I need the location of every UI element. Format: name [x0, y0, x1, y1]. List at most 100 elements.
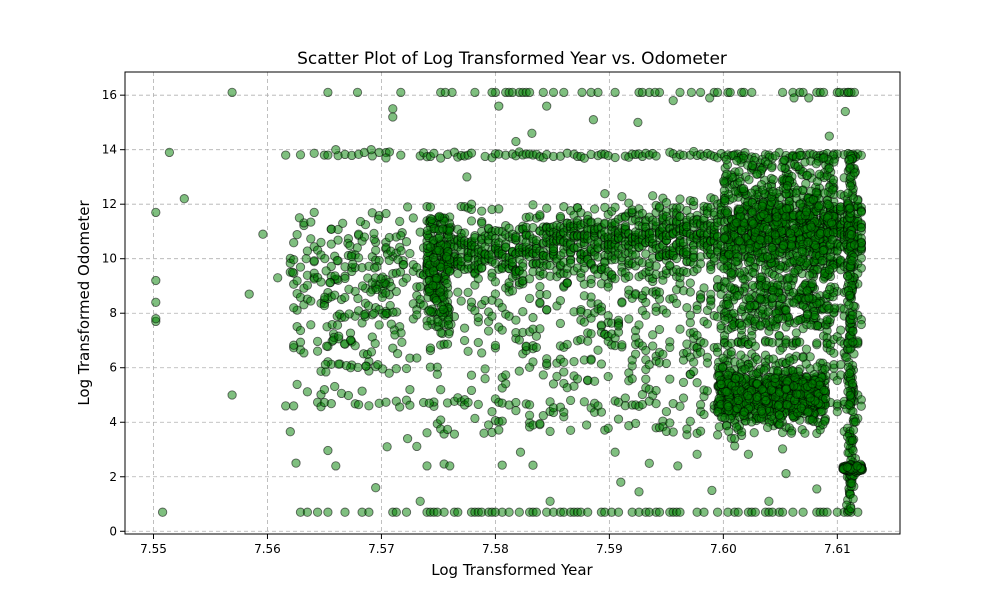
data-point [470, 413, 480, 424]
data-point [617, 191, 627, 202]
y-tick-label: 12 [102, 197, 117, 211]
data-point [845, 203, 855, 213]
data-point [545, 426, 555, 437]
data-point [692, 449, 702, 459]
data-point [151, 314, 161, 324]
data-point [333, 235, 343, 245]
data-point [610, 87, 620, 98]
data-point [725, 87, 735, 98]
data-point [723, 402, 733, 412]
data-point [438, 224, 448, 234]
data-point [453, 287, 463, 297]
data-point [819, 153, 829, 163]
data-point [705, 93, 715, 103]
data-point [596, 306, 607, 316]
data-point [824, 284, 835, 295]
data-point [501, 379, 511, 389]
data-point [504, 507, 514, 517]
data-point [565, 258, 576, 268]
data-point [524, 410, 535, 420]
data-point [369, 228, 379, 239]
data-point [321, 266, 331, 276]
data-point [675, 401, 685, 411]
data-point [856, 319, 866, 330]
data-point [289, 255, 299, 265]
data-point [685, 310, 695, 320]
data-point [343, 390, 354, 401]
data-point [801, 344, 812, 354]
data-point [477, 348, 487, 358]
data-point [332, 255, 342, 266]
data-point [559, 87, 569, 98]
data-point [750, 227, 760, 237]
data-point [820, 416, 830, 426]
data-point [661, 406, 672, 417]
data-point [819, 385, 829, 396]
data-point [699, 409, 709, 420]
x-tick-label: 7.61 [824, 542, 851, 556]
data-point [752, 169, 762, 179]
data-point [285, 427, 295, 437]
data-point [824, 131, 834, 141]
data-point [422, 428, 432, 438]
data-point [511, 397, 521, 408]
data-point [651, 398, 661, 409]
data-point [548, 379, 559, 389]
data-point [316, 277, 326, 287]
data-point [497, 416, 507, 426]
data-point [678, 393, 689, 403]
data-point [331, 145, 341, 155]
data-point [686, 87, 697, 98]
data-point [648, 191, 658, 201]
data-point [405, 248, 415, 259]
data-point [774, 410, 785, 420]
data-point [528, 460, 538, 470]
data-point [781, 468, 791, 479]
data-point [579, 397, 589, 407]
data-point [775, 345, 785, 355]
data-point [395, 402, 405, 412]
data-point [292, 229, 302, 240]
data-point [390, 330, 400, 340]
data-point [762, 252, 773, 262]
data-point [227, 390, 237, 400]
data-point [781, 305, 791, 315]
data-point [364, 401, 374, 411]
data-point [325, 278, 335, 288]
data-point [719, 233, 729, 244]
y-tick-label: 0 [109, 524, 117, 538]
data-point [777, 444, 788, 454]
data-point [695, 87, 706, 98]
data-point [603, 423, 613, 433]
data-point [731, 422, 742, 432]
data-point [579, 317, 589, 327]
data-point [583, 336, 593, 346]
data-point [466, 297, 477, 307]
data-point [733, 507, 743, 517]
data-point [624, 271, 634, 282]
data-point [748, 280, 758, 291]
data-point [806, 222, 816, 232]
data-point [795, 337, 805, 347]
data-point [340, 292, 350, 303]
data-point [773, 401, 784, 411]
data-point [501, 242, 511, 252]
data-point [384, 255, 394, 266]
data-point [610, 447, 620, 457]
data-point [538, 87, 548, 98]
data-point [402, 202, 413, 212]
data-point [306, 234, 316, 244]
data-point [832, 407, 842, 417]
x-tick-label: 7.60 [710, 542, 737, 556]
data-point [689, 196, 699, 207]
data-point [692, 304, 702, 315]
data-point [473, 312, 483, 323]
data-point [583, 507, 593, 517]
data-point [736, 350, 746, 360]
scatter-points [151, 87, 867, 517]
data-point [306, 296, 316, 306]
data-point [299, 348, 309, 358]
data-point [624, 314, 634, 324]
x-tick-label: 7.57 [368, 542, 395, 556]
data-point [552, 371, 562, 382]
